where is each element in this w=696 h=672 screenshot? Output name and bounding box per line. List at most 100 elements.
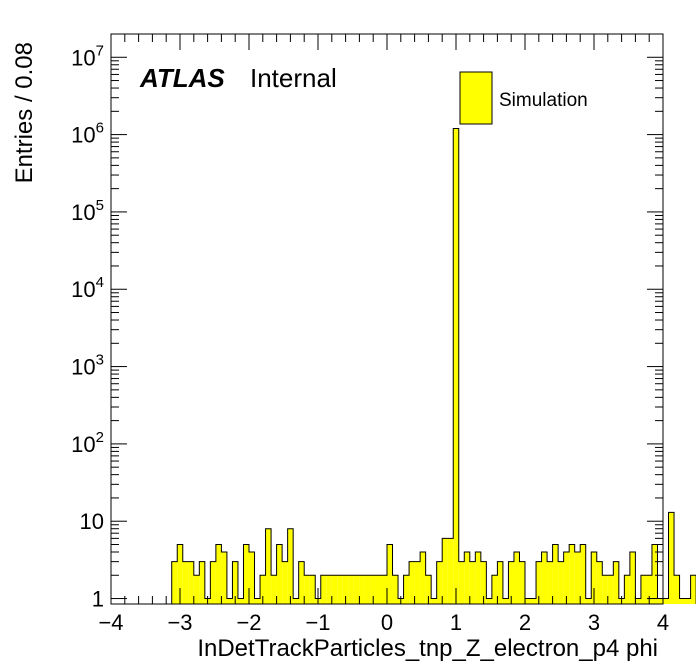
histogram-bar [353,575,360,604]
histogram-bar [282,561,288,604]
histogram-bar [480,561,487,604]
legend-label-simulation: Simulation [499,90,588,111]
histogram-bar [668,512,675,604]
histogram-bar [171,561,178,604]
histogram-bar [249,551,255,604]
histogram-bar [464,551,470,604]
histogram-bar [359,575,365,604]
plot-frame [110,33,664,605]
histogram-bar [486,598,492,604]
histogram-bar [243,544,249,604]
x-tick-label: −3 [167,610,192,635]
y-tick-label: 107 [71,42,104,70]
legend-swatch-simulation [459,71,493,125]
x-tick-label: −1 [305,610,330,635]
histogram-bar [237,598,244,604]
histogram-bar [651,544,658,604]
histogram-bar [469,561,476,604]
x-tick-label: 2 [519,610,531,635]
histogram-bar [574,551,581,604]
histogram-bar [558,561,564,604]
histogram-bar [232,561,238,604]
histogram-bar [425,575,432,604]
histogram-bar [326,575,332,604]
histogram-bar [679,598,686,604]
histogram-bars [171,127,696,604]
histogram-bar [475,551,481,604]
histogram-bar [453,128,459,604]
histogram-bar [602,575,608,604]
histogram-bar [607,575,614,604]
histogram-bar [293,598,299,604]
histogram-bar [541,551,548,604]
histogram-bar [663,598,669,604]
histogram-bar [674,575,680,604]
histogram-bar [409,561,415,604]
x-tick-label: 3 [588,610,600,635]
histogram-bar [348,575,354,604]
histogram-bar [508,561,514,604]
x-tick-label: −2 [236,610,261,635]
x-tick-label: 1 [450,610,462,635]
histogram-bar [629,551,636,604]
y-tick-label: 104 [71,274,104,302]
histogram-bar [188,561,194,604]
histogram-bar [210,561,216,604]
histogram-bar [497,561,503,604]
axis-ticks [110,33,664,604]
histogram-bar [624,575,630,604]
histogram-bar [337,575,343,604]
histogram-bar [375,575,382,604]
histogram-bar [640,575,647,604]
histogram-bar [513,551,520,604]
y-tick-label: 1 [92,587,104,612]
tick-labels: −4 −3 −2 −1 0 1 2 3 4 1 10 102 103 104 105 106 107 [71,42,669,635]
histogram-bar [491,575,498,604]
histogram-bar [525,598,531,604]
histogram-bar [298,561,305,604]
histogram-bar [613,561,619,604]
atlas-label: ATLAS [139,63,225,93]
histogram-bar [221,551,227,604]
x-tick-label: 4 [657,610,669,635]
histogram-bar [331,575,338,604]
histogram-bar [364,575,371,604]
y-tick-label: 102 [71,429,104,457]
histogram-bar [342,575,349,604]
y-axis-title: Entries / 0.08 [11,42,38,183]
histogram-bar [585,598,592,604]
histogram-bar [530,598,537,604]
histogram-bar [458,561,465,604]
histogram-bar [420,551,426,604]
histogram-bar [276,544,283,604]
histogram-bar [320,575,327,604]
histogram-bar [646,575,652,604]
histogram-bar [552,544,559,604]
histogram-bar [309,575,316,604]
status-label: Internal [250,63,337,93]
y-tick-label: 105 [71,197,104,225]
x-tick-label: 0 [381,610,393,635]
histogram-bar [569,544,575,604]
histogram-bar [690,575,696,604]
histogram-bar [442,538,448,604]
histogram-bar [596,561,603,604]
histogram-bar [199,561,205,604]
histogram-bar [254,598,261,604]
y-tick-label: 10 [80,509,104,534]
histogram-bar [591,551,597,604]
histogram-bar [215,544,222,604]
histogram-bar [436,561,443,604]
histogram-bar [685,598,691,604]
y-tick-label: 106 [71,120,104,148]
legend: Simulation [459,71,588,125]
histogram-bar [370,575,376,604]
histogram-bar [193,575,200,604]
histogram-bar [563,551,570,604]
histogram-bar [431,598,437,604]
x-tick-label: −4 [98,610,123,635]
x-axis-title: InDetTrackParticles_tnp_Z_electron_p4 ph… [197,635,658,662]
histogram-bar [392,575,399,604]
histogram-bar [271,575,277,604]
